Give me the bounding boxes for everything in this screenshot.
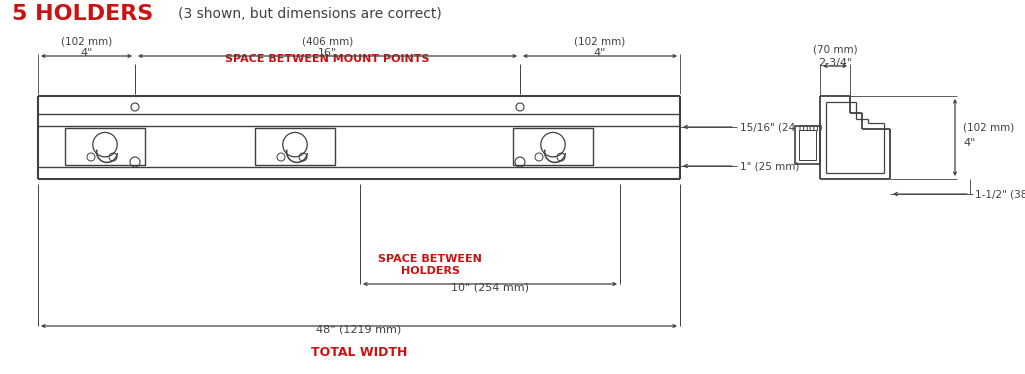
Text: (406 mm): (406 mm) <box>302 36 354 46</box>
Text: 16": 16" <box>318 48 337 58</box>
Text: SPACE BETWEEN
HOLDERS: SPACE BETWEEN HOLDERS <box>378 254 482 276</box>
Text: (102 mm): (102 mm) <box>964 123 1015 132</box>
Bar <box>512 128 593 165</box>
Text: 2-3/4": 2-3/4" <box>818 58 852 68</box>
Text: (102 mm): (102 mm) <box>60 36 112 46</box>
Text: 15/16" (24 mm): 15/16" (24 mm) <box>740 122 823 132</box>
Text: 5 HOLDERS: 5 HOLDERS <box>12 4 154 24</box>
Bar <box>795 126 820 164</box>
Bar <box>800 130 816 160</box>
Bar <box>65 128 145 165</box>
Text: 1" (25 mm): 1" (25 mm) <box>740 161 800 171</box>
Bar <box>255 128 335 165</box>
Text: SPACE BETWEEN MOUNT POINTS: SPACE BETWEEN MOUNT POINTS <box>226 54 429 64</box>
Text: 1-1/2" (38 mm): 1-1/2" (38 mm) <box>975 189 1025 199</box>
Text: (70 mm): (70 mm) <box>813 44 857 54</box>
Text: (3 shown, but dimensions are correct): (3 shown, but dimensions are correct) <box>178 7 442 21</box>
Text: 4": 4" <box>80 48 92 58</box>
Text: TOTAL WIDTH: TOTAL WIDTH <box>311 346 407 359</box>
Text: 4": 4" <box>964 138 976 147</box>
Text: 48" (1219 mm): 48" (1219 mm) <box>317 324 402 334</box>
Text: 10" (254 mm): 10" (254 mm) <box>451 282 529 292</box>
Text: 4": 4" <box>593 48 606 58</box>
Text: (102 mm): (102 mm) <box>574 36 625 46</box>
